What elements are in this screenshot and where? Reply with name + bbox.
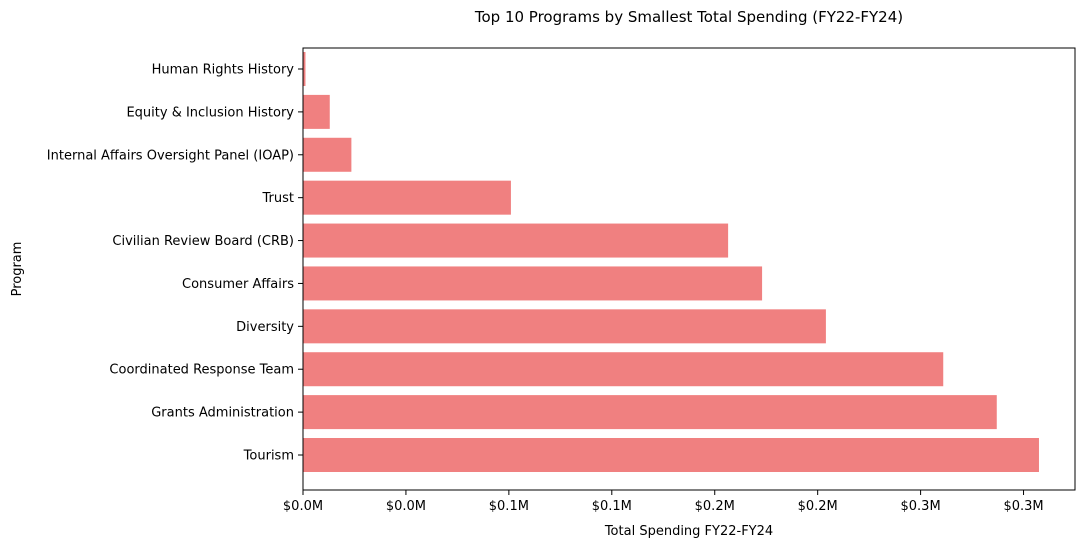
x-tick-label: $0.3M	[1003, 499, 1043, 514]
y-axis-label: Program	[10, 242, 25, 297]
y-tick-label: Coordinated Response Team	[109, 363, 294, 378]
y-tick-label: Trust	[262, 191, 294, 206]
bar	[303, 52, 306, 86]
y-tick-label: Equity & Inclusion History	[126, 105, 294, 120]
bar	[303, 94, 330, 129]
bars-group	[303, 52, 1039, 472]
bar	[303, 137, 352, 172]
y-tick-label: Civilian Review Board (CRB)	[112, 234, 294, 249]
y-tick-label: Consumer Affairs	[182, 277, 294, 292]
y-tick-label: Human Rights History	[152, 63, 295, 78]
y-tick-label: Diversity	[236, 320, 294, 335]
y-tick-label: Grants Administration	[151, 406, 294, 421]
x-tick-label: $0.0M	[283, 499, 323, 514]
bar	[303, 438, 1039, 472]
x-axis-ticks: $0.0M $0.0M $0.1M $0.1M $0.2M $0.2M $0.3M $0.3M	[283, 490, 1044, 514]
chart-title: Top 10 Programs by Smallest Total Spendi…	[474, 8, 903, 26]
bar	[303, 223, 729, 258]
x-axis-label: Total Spending FY22-FY24	[604, 524, 773, 539]
bar	[303, 309, 826, 344]
x-tick-label: $0.2M	[798, 499, 838, 514]
bar	[303, 395, 997, 430]
y-tick-label: Internal Affairs Oversight Panel (IOAP)	[47, 148, 294, 163]
bar	[303, 352, 944, 387]
y-tick-label: Tourism	[243, 449, 294, 464]
x-tick-label: $0.2M	[695, 499, 735, 514]
x-tick-label: $0.0M	[386, 499, 426, 514]
bar	[303, 266, 763, 301]
x-tick-label: $0.1M	[489, 499, 529, 514]
bar	[303, 180, 511, 215]
x-tick-label: $0.1M	[592, 499, 632, 514]
plot-frame	[302, 47, 1076, 491]
x-tick-label: $0.3M	[901, 499, 941, 514]
y-axis-ticks: Human Rights History Equity & Inclusion H…	[47, 63, 303, 464]
